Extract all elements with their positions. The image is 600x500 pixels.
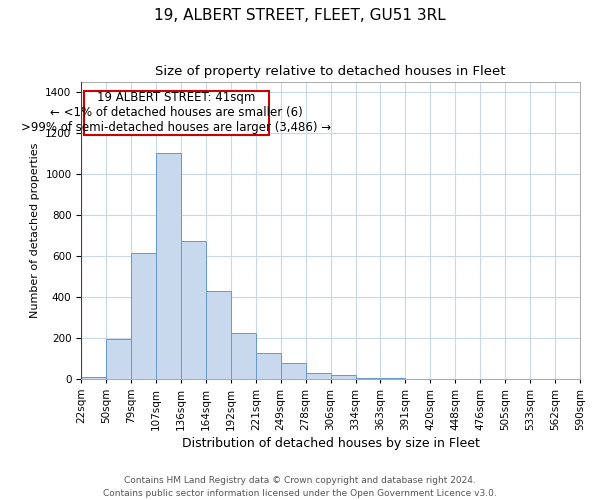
Title: Size of property relative to detached houses in Fleet: Size of property relative to detached ho… — [155, 65, 506, 78]
Bar — [231, 334, 256, 379]
Bar — [106, 340, 131, 379]
Bar — [181, 242, 206, 379]
Bar — [156, 152, 181, 379]
Bar — [281, 363, 305, 379]
Y-axis label: Number of detached properties: Number of detached properties — [30, 142, 40, 318]
X-axis label: Distribution of detached houses by size in Fleet: Distribution of detached houses by size … — [182, 437, 479, 450]
Text: 19 ALBERT STREET: 41sqm: 19 ALBERT STREET: 41sqm — [97, 92, 256, 104]
Bar — [206, 291, 231, 379]
Bar — [256, 353, 281, 379]
Text: 19, ALBERT STREET, FLEET, GU51 3RL: 19, ALBERT STREET, FLEET, GU51 3RL — [154, 8, 446, 22]
Bar — [305, 373, 331, 379]
Bar — [81, 377, 106, 379]
Bar — [356, 378, 380, 379]
Bar — [331, 375, 356, 379]
Bar — [131, 253, 156, 379]
Text: ← <1% of detached houses are smaller (6): ← <1% of detached houses are smaller (6) — [50, 106, 303, 119]
Text: Contains HM Land Registry data © Crown copyright and database right 2024.
Contai: Contains HM Land Registry data © Crown c… — [103, 476, 497, 498]
Text: >99% of semi-detached houses are larger (3,486) →: >99% of semi-detached houses are larger … — [22, 120, 332, 134]
FancyBboxPatch shape — [84, 91, 269, 135]
